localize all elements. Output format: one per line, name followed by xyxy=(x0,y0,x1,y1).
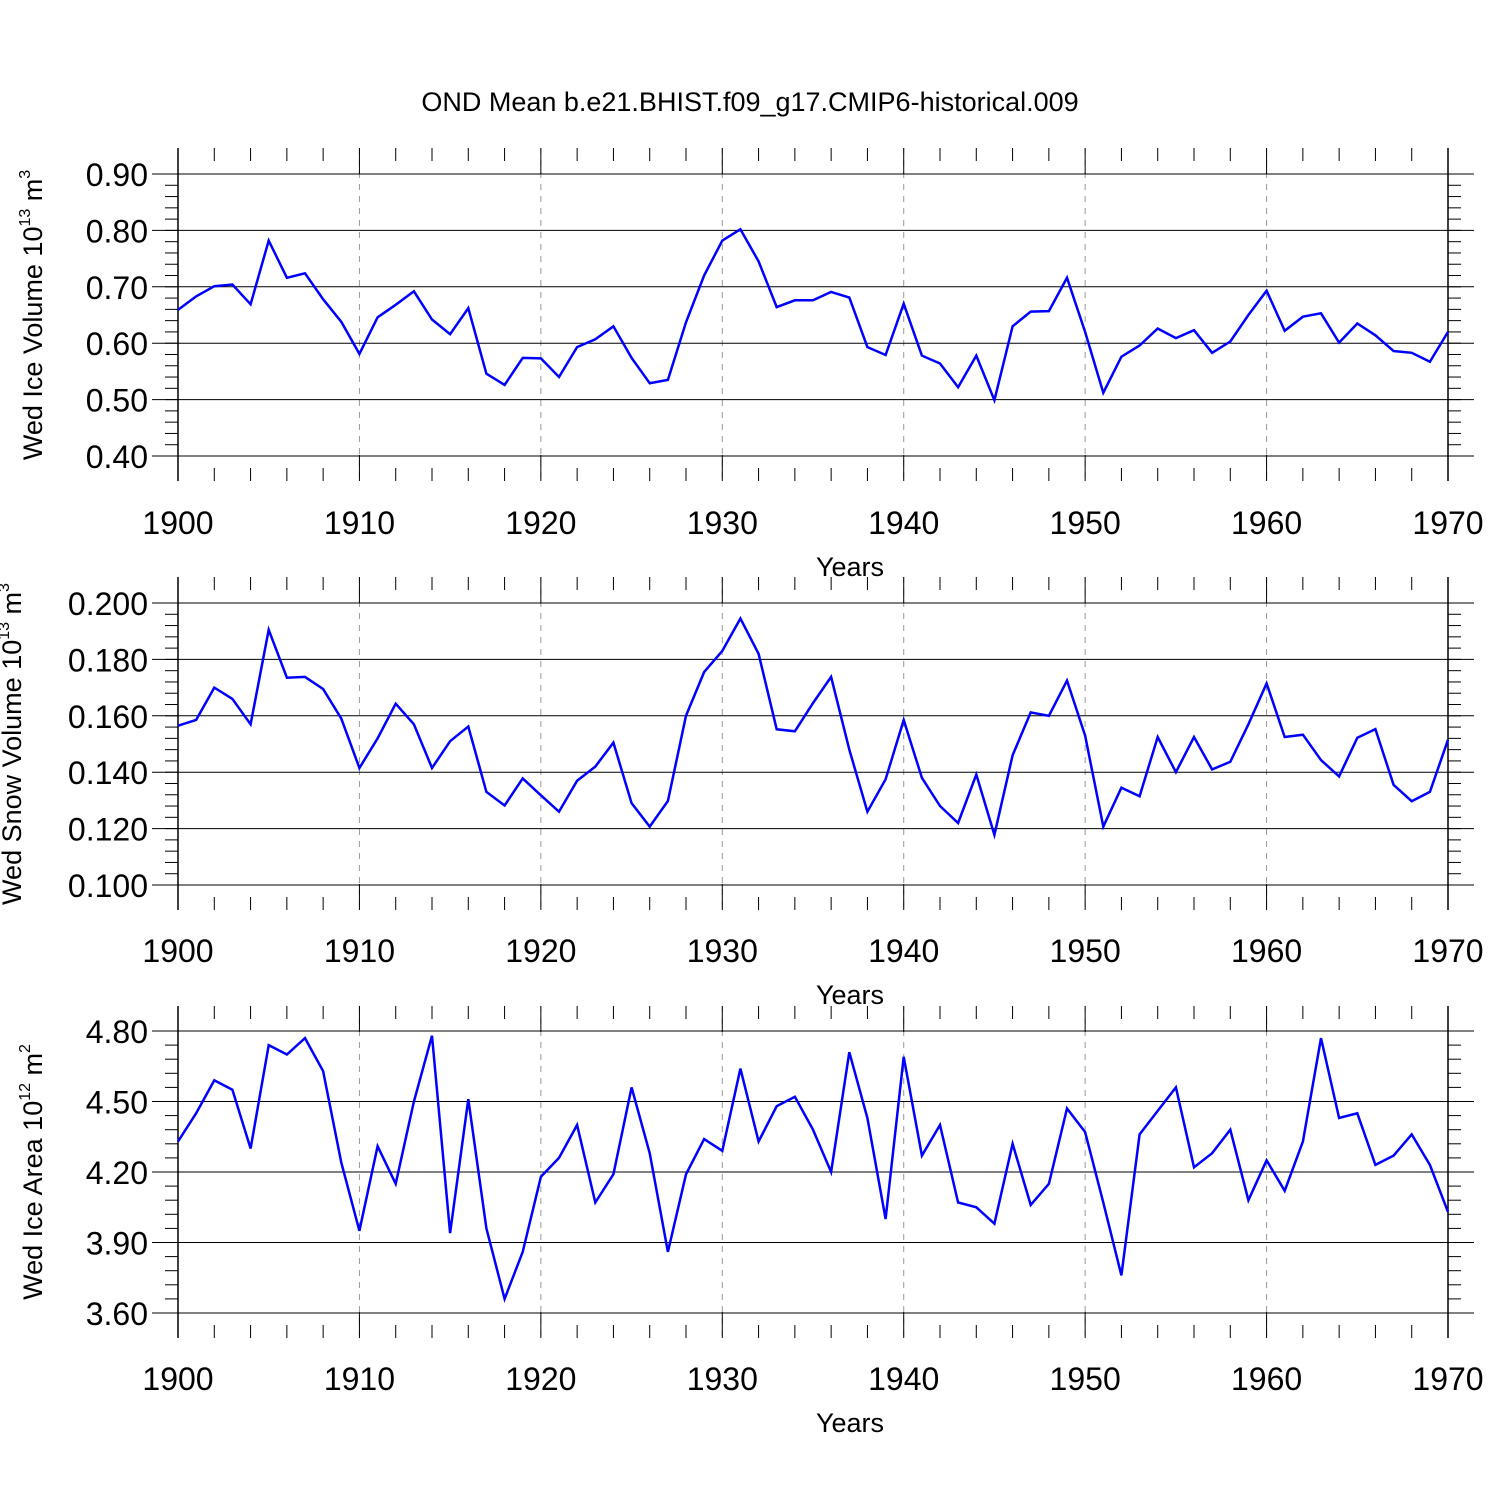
y-tick-label: 0.90 xyxy=(86,157,148,193)
x-axis-label: Years xyxy=(816,552,884,582)
x-tick-label: 1970 xyxy=(1412,1361,1483,1397)
chart-title: OND Mean b.e21.BHIST.f09_g17.CMIP6-histo… xyxy=(421,87,1078,117)
y-axis-label: Wed Ice Area 1012 m2 xyxy=(17,1044,48,1300)
series-line-2 xyxy=(177,615,1450,840)
y-tick-label: 0.160 xyxy=(68,699,148,735)
y-tick-label: 0.100 xyxy=(68,868,148,904)
x-tick-label: 1970 xyxy=(1412,933,1483,969)
y-tick-label: 3.90 xyxy=(86,1226,148,1262)
x-tick-label: 1910 xyxy=(324,505,395,541)
x-tick-label: 1900 xyxy=(142,505,213,541)
chart-panel-2: 0.100 0.120 0.140 0.160 0.180 0.200 1900 1910 19… xyxy=(0,577,1484,1010)
chart-panel-1: 0.40 0.50 0.60 0.70 0.80 0.90 1900 1910 1920 1930… xyxy=(17,148,1484,582)
x-tick-label: 1910 xyxy=(324,933,395,969)
x-tick-label: 1920 xyxy=(505,505,576,541)
y-tick-label: 0.50 xyxy=(86,383,148,419)
y-tick-label: 0.180 xyxy=(68,642,148,678)
y-tick-label: 0.120 xyxy=(68,812,148,848)
x-tick-label: 1900 xyxy=(142,1361,213,1397)
y-tick-label: 4.80 xyxy=(86,1014,148,1050)
x-tick-label: 1930 xyxy=(687,933,758,969)
x-tick-label: 1960 xyxy=(1231,1361,1302,1397)
x-tick-label: 1940 xyxy=(868,1361,939,1397)
x-tick-label: 1940 xyxy=(868,933,939,969)
x-tick-label: 1900 xyxy=(142,933,213,969)
series-line-3 xyxy=(176,1035,1450,1303)
x-tick-label: 1910 xyxy=(324,1361,395,1397)
y-tick-label: 4.50 xyxy=(86,1085,148,1121)
x-axis-label: Years xyxy=(816,980,884,1010)
y-tick-label: 3.60 xyxy=(86,1296,148,1332)
x-tick-label: 1970 xyxy=(1412,505,1483,541)
y-axis-label: Wed Ice Volume 1013 m3 xyxy=(17,170,48,460)
x-tick-label: 1930 xyxy=(687,1361,758,1397)
y-tick-label: 4.20 xyxy=(86,1155,148,1191)
x-tick-label: 1940 xyxy=(868,505,939,541)
y-tick-label: 0.140 xyxy=(68,755,148,791)
x-tick-label: 1960 xyxy=(1231,505,1302,541)
chart-panel-3: 3.60 3.90 4.20 4.50 4.80 1900 1910 1920 1930 1940… xyxy=(17,1006,1484,1438)
y-axis-label: Wed Snow Volume 1013 m3 xyxy=(0,583,27,905)
x-tick-label: 1950 xyxy=(1050,933,1121,969)
y-tick-label: 0.60 xyxy=(86,326,148,362)
y-tick-label: 0.80 xyxy=(86,213,148,249)
x-tick-label: 1920 xyxy=(505,933,576,969)
x-tick-label: 1960 xyxy=(1231,933,1302,969)
y-tick-label: 0.40 xyxy=(86,439,148,475)
x-axis-label: Years xyxy=(816,1408,884,1438)
y-tick-label: 0.200 xyxy=(68,586,148,622)
x-tick-label: 1950 xyxy=(1050,1361,1121,1397)
x-tick-label: 1920 xyxy=(505,1361,576,1397)
y-tick-label: 0.70 xyxy=(86,270,148,306)
x-tick-label: 1950 xyxy=(1050,505,1121,541)
x-tick-label: 1930 xyxy=(687,505,758,541)
series-line-1 xyxy=(177,227,1450,405)
